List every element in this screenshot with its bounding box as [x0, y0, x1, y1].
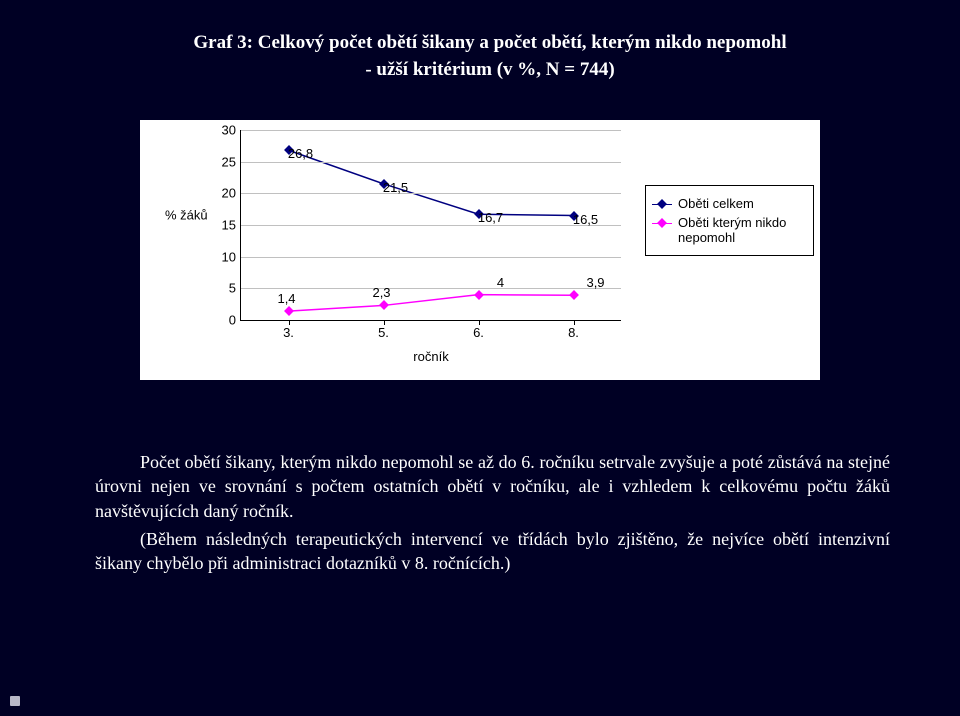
- gridline: [241, 288, 621, 289]
- chart-title-line1: Graf 3: Celkový počet obětí šikany a poč…: [193, 32, 786, 53]
- gridline: [241, 225, 621, 226]
- y-tick-label: 20: [222, 186, 241, 201]
- gridline: [241, 257, 621, 258]
- y-tick-label: 5: [229, 281, 241, 296]
- x-tick-label: 8.: [568, 320, 579, 340]
- y-tick-label: 0: [229, 313, 241, 328]
- gridline: [241, 130, 621, 131]
- corner-bullet-icon: [10, 696, 20, 706]
- y-tick-label: 25: [222, 154, 241, 169]
- series-line: [289, 150, 574, 215]
- y-tick-label: 10: [222, 249, 241, 264]
- data-label: 16,5: [573, 212, 598, 227]
- legend-label: Oběti celkem: [678, 196, 807, 211]
- data-label: 3,9: [586, 275, 604, 290]
- x-axis-title: ročník: [413, 349, 448, 364]
- chart-title: Graf 3: Celkový počet obětí šikany a poč…: [60, 30, 920, 83]
- data-label: 1,4: [277, 291, 295, 306]
- x-tick-label: 3.: [283, 320, 294, 340]
- paragraph-2: (Během následných terapeutických interve…: [95, 527, 890, 576]
- y-tick-label: 15: [222, 218, 241, 233]
- y-tick-label: 30: [222, 123, 241, 138]
- x-tick-label: 5.: [378, 320, 389, 340]
- x-tick-label: 6.: [473, 320, 484, 340]
- plot-area: ročník 0510152025303.5.6.8.26,821,516,71…: [240, 130, 621, 321]
- legend-swatch: [652, 218, 672, 228]
- chart-title-line2: - užší kritérium (v %, N = 744): [365, 59, 614, 80]
- body-text: Počet obětí šikany, kterým nikdo nepomoh…: [95, 450, 890, 579]
- gridline: [241, 162, 621, 163]
- series-line: [289, 295, 574, 311]
- legend-label: Oběti kterým nikdo nepomohl: [678, 215, 807, 245]
- slide: { "title": { "line1": "Graf 3: Celkový p…: [0, 0, 960, 716]
- legend-item: Oběti kterým nikdo nepomohl: [652, 215, 807, 245]
- data-label: 26,8: [288, 146, 313, 161]
- chart-container: % žáků ročník 0 5 10 15 20 25 30 3. 5. 6. 8. 26,8 21…: [140, 120, 820, 380]
- data-label: 16,7: [478, 210, 503, 225]
- legend-swatch: [652, 199, 672, 209]
- data-label: 2,3: [372, 285, 390, 300]
- data-label: 21,5: [383, 180, 408, 195]
- legend-item: Oběti celkem: [652, 196, 807, 211]
- y-axis-title: % žáků: [165, 208, 208, 223]
- chart-legend: Oběti celkem Oběti kterým nikdo nepomohl: [645, 185, 814, 256]
- data-label: 4: [497, 275, 504, 290]
- gridline: [241, 193, 621, 194]
- paragraph-1: Počet obětí šikany, kterým nikdo nepomoh…: [95, 450, 890, 523]
